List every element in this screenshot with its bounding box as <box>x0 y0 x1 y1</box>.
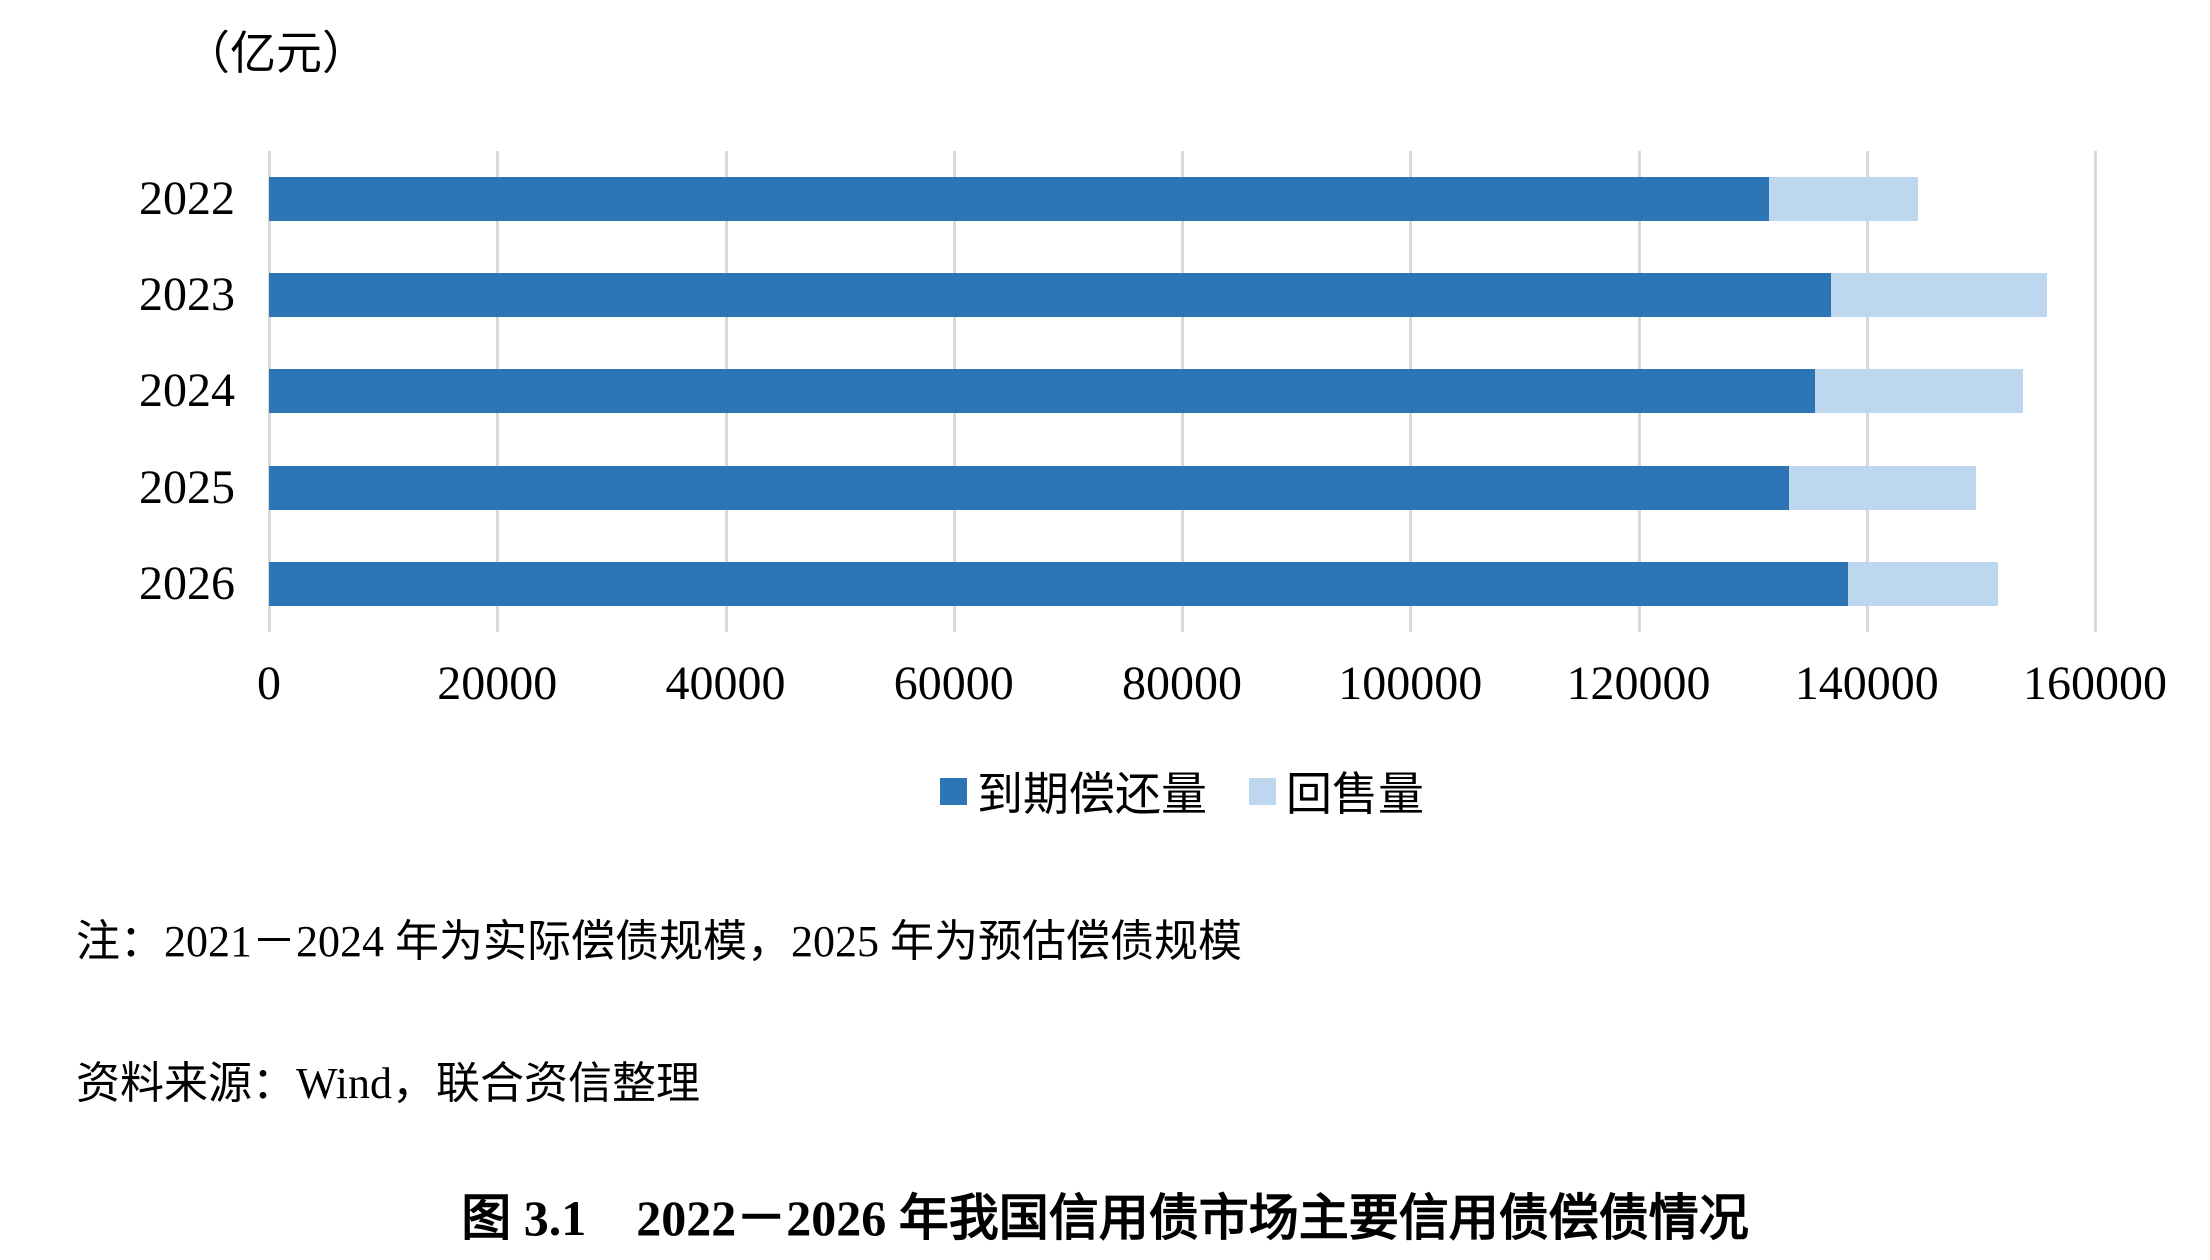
chart-row-2024: 2024 <box>139 343 2095 439</box>
x-axis: 0 20000 40000 60000 80000 100000 120000 140000 1… <box>257 657 2167 718</box>
data-source: 资料来源：Wind，联合资信整理 <box>76 1059 700 1108</box>
x-tick-label-60000: 60000 <box>893 657 1014 710</box>
axis-unit-label: （亿元） <box>184 28 368 79</box>
bar-segment-series1-2024 <box>269 369 1816 414</box>
bar-segment-series2-2022 <box>1768 177 1919 221</box>
y-category-label-2026: 2026 <box>139 556 235 610</box>
x-tick-label-120000: 120000 <box>1566 657 1711 710</box>
legend-swatch-icon <box>1249 777 1276 805</box>
chart-legend: 到期偿还量 回售量 <box>269 758 2095 824</box>
x-tick-label-160000: 160000 <box>2023 657 2167 710</box>
legend-swatch-icon <box>940 777 967 805</box>
stacked-bar-2024 <box>269 369 2095 414</box>
y-category-label-2022: 2022 <box>139 172 235 225</box>
plot-area: 2022 2023 2024 2025 2026 <box>139 151 2097 632</box>
stacked-bar-2023 <box>269 273 2095 318</box>
y-category-label-2023: 2023 <box>139 268 235 322</box>
bar-segment-series1-2026 <box>269 561 1849 606</box>
stacked-bar-2022 <box>269 177 2095 221</box>
bar-segment-series2-2025 <box>1789 465 1977 510</box>
bar-segment-series1-2023 <box>269 273 1832 318</box>
x-tick-label-140000: 140000 <box>1794 657 1939 710</box>
bar-segment-series2-2024 <box>1815 369 2024 414</box>
x-tick-label-20000: 20000 <box>437 657 558 710</box>
stacked-bar-2026 <box>269 561 2095 606</box>
y-category-label-2025: 2025 <box>139 460 235 514</box>
bar-segment-series1-2025 <box>269 465 1790 510</box>
x-tick-label-100000: 100000 <box>1338 657 1483 710</box>
stacked-bar-2025 <box>269 465 2095 510</box>
bar-segment-series2-2026 <box>1848 561 1998 606</box>
chart-row-2026: 2026 <box>139 536 2095 632</box>
gridline-160000 <box>2094 151 2097 632</box>
bar-segment-series1-2022 <box>269 177 1769 221</box>
x-tick-label-40000: 40000 <box>665 657 786 710</box>
chart-row-2022: 2022 <box>139 151 2095 247</box>
x-tick-label-0: 0 <box>257 657 281 710</box>
chart-note: 注：2021－2024 年为实际偿债规模，2025 年为预估偿债规模 <box>76 917 1242 966</box>
legend-label-series1: 到期偿还量 <box>977 769 1207 820</box>
x-tick-label-80000: 80000 <box>1122 657 1242 710</box>
legend-item-series2: 回售量 <box>1249 758 1424 824</box>
y-category-label-2024: 2024 <box>139 364 235 418</box>
figure-caption: 图 3.1 2022－2026 年我国信用债市场主要信用债偿债情况 <box>461 1190 1749 1246</box>
chart-row-2023: 2023 <box>139 247 2095 343</box>
chart-row-2025: 2025 <box>139 440 2095 536</box>
legend-label-series2: 回售量 <box>1286 769 1424 820</box>
legend-item-series1: 到期偿还量 <box>940 758 1207 824</box>
bar-segment-series2-2023 <box>1831 273 2048 318</box>
